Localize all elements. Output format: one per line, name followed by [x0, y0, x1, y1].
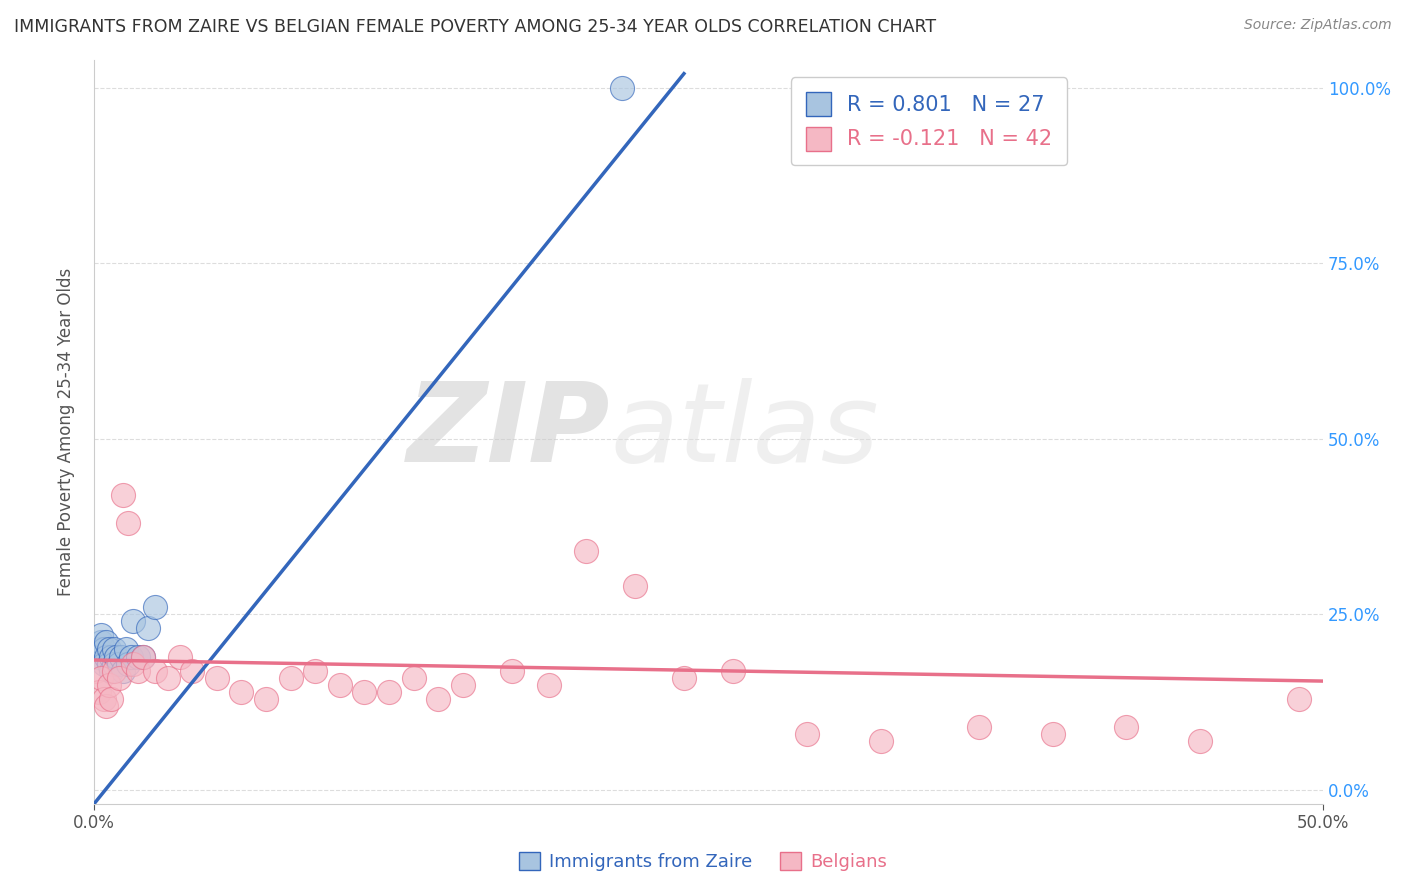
Point [100, 664, 122, 678]
Text: IMMIGRANTS FROM ZAIRE VS BELGIAN FEMALE POVERTY AMONG 25-34 YEAR OLDS CORRELATIO: IMMIGRANTS FROM ZAIRE VS BELGIAN FEMALE … [14, 18, 936, 36]
Point [672, 671, 695, 685]
Point [254, 691, 277, 706]
Point [90, 635, 112, 649]
Text: Source: ZipAtlas.com: Source: ZipAtlas.com [1244, 18, 1392, 32]
Point [612, 80, 634, 95]
Point [869, 733, 891, 747]
Point [93, 642, 115, 657]
Point [93, 657, 115, 671]
Point [122, 615, 145, 629]
Point [112, 664, 135, 678]
Point [93, 691, 115, 706]
Point [451, 677, 474, 691]
Point [796, 727, 818, 741]
Point [115, 642, 138, 657]
Legend: Immigrants from Zaire, Belgians: Immigrants from Zaire, Belgians [512, 845, 894, 879]
Y-axis label: Female Poverty Among 25-34 Year Olds: Female Poverty Among 25-34 Year Olds [58, 268, 75, 596]
Point [97, 642, 120, 657]
Point [87, 684, 110, 698]
Point [107, 657, 129, 671]
Point [501, 664, 523, 678]
Point [112, 488, 135, 502]
Point [145, 600, 167, 615]
Point [537, 677, 560, 691]
Point [122, 657, 145, 671]
Point [110, 649, 132, 664]
Point [378, 684, 401, 698]
Point [967, 720, 990, 734]
Point [1189, 733, 1212, 747]
Point [127, 664, 149, 678]
Point [100, 691, 122, 706]
Point [90, 671, 112, 685]
Point [280, 671, 302, 685]
Point [96, 649, 118, 664]
Point [97, 657, 120, 671]
Point [145, 664, 167, 678]
Point [96, 635, 118, 649]
Point [136, 622, 159, 636]
Point [181, 664, 204, 678]
Text: ZIP: ZIP [406, 378, 610, 485]
Point [105, 649, 128, 664]
Point [97, 677, 120, 691]
Text: atlas: atlas [610, 378, 879, 485]
Point [623, 579, 645, 593]
Point [127, 649, 149, 664]
Point [86, 649, 108, 664]
Point [107, 671, 129, 685]
Point [132, 649, 155, 664]
Point [103, 664, 125, 678]
Point [117, 516, 139, 530]
Point [120, 649, 142, 664]
Point [402, 671, 425, 685]
Point [721, 664, 744, 678]
Point [231, 684, 253, 698]
Point [329, 677, 352, 691]
Point [90, 628, 112, 642]
Point [103, 642, 125, 657]
Point [96, 698, 118, 713]
Point [575, 544, 598, 558]
Point [156, 671, 179, 685]
Point [427, 691, 450, 706]
Point [1042, 727, 1064, 741]
Point [117, 657, 139, 671]
Point [86, 664, 108, 678]
Point [304, 664, 326, 678]
Legend: R = 0.801   N = 27, R = -0.121   N = 42: R = 0.801 N = 27, R = -0.121 N = 42 [792, 78, 1067, 165]
Point [205, 671, 228, 685]
Point [353, 684, 375, 698]
Point [1288, 691, 1310, 706]
Point [169, 649, 191, 664]
Point [103, 657, 125, 671]
Point [100, 649, 122, 664]
Point [132, 649, 155, 664]
Point [1115, 720, 1137, 734]
Point [87, 642, 110, 657]
